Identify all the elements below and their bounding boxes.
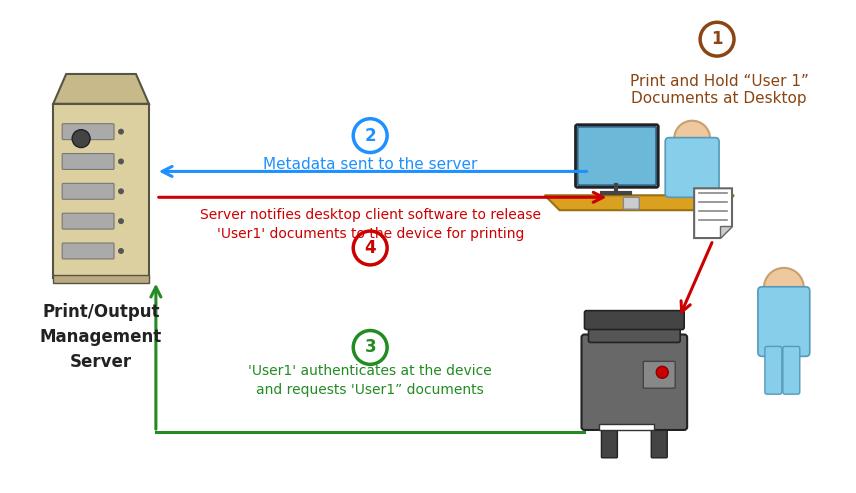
FancyBboxPatch shape [644, 361, 675, 388]
FancyBboxPatch shape [581, 335, 687, 430]
Circle shape [118, 218, 124, 224]
Polygon shape [544, 195, 734, 210]
Polygon shape [53, 74, 149, 104]
Text: Print and Hold “User 1”
Documents at Desktop: Print and Hold “User 1” Documents at Des… [630, 74, 808, 106]
FancyBboxPatch shape [623, 197, 639, 209]
FancyBboxPatch shape [765, 347, 782, 394]
FancyBboxPatch shape [602, 428, 617, 458]
Text: Print/Output
Management
Server: Print/Output Management Server [40, 303, 162, 371]
FancyBboxPatch shape [783, 347, 800, 394]
Text: 4: 4 [365, 239, 376, 257]
Circle shape [118, 188, 124, 194]
FancyBboxPatch shape [588, 320, 681, 343]
FancyBboxPatch shape [578, 127, 657, 185]
FancyBboxPatch shape [62, 213, 114, 229]
Circle shape [72, 130, 90, 147]
FancyBboxPatch shape [585, 311, 684, 329]
FancyBboxPatch shape [62, 153, 114, 170]
Circle shape [118, 158, 124, 165]
Circle shape [764, 268, 804, 308]
FancyBboxPatch shape [651, 428, 667, 458]
FancyBboxPatch shape [62, 243, 114, 259]
FancyBboxPatch shape [665, 138, 719, 197]
FancyBboxPatch shape [53, 104, 149, 278]
Text: 2: 2 [365, 127, 376, 144]
Polygon shape [720, 226, 732, 238]
Polygon shape [694, 188, 732, 238]
Circle shape [118, 248, 124, 254]
FancyBboxPatch shape [62, 124, 114, 140]
Circle shape [118, 129, 124, 135]
Text: Server notifies desktop client software to release
'User1' documents to the devi: Server notifies desktop client software … [199, 208, 541, 241]
FancyBboxPatch shape [62, 183, 114, 199]
Circle shape [657, 366, 669, 378]
Text: 'User1' authenticates at the device
and requests 'User1” documents: 'User1' authenticates at the device and … [248, 364, 492, 397]
Text: Metadata sent to the server: Metadata sent to the server [263, 156, 478, 172]
Circle shape [675, 121, 710, 156]
Text: 3: 3 [365, 338, 376, 356]
FancyBboxPatch shape [53, 275, 149, 283]
FancyBboxPatch shape [758, 287, 810, 356]
FancyBboxPatch shape [599, 424, 654, 430]
Text: 1: 1 [711, 30, 722, 48]
